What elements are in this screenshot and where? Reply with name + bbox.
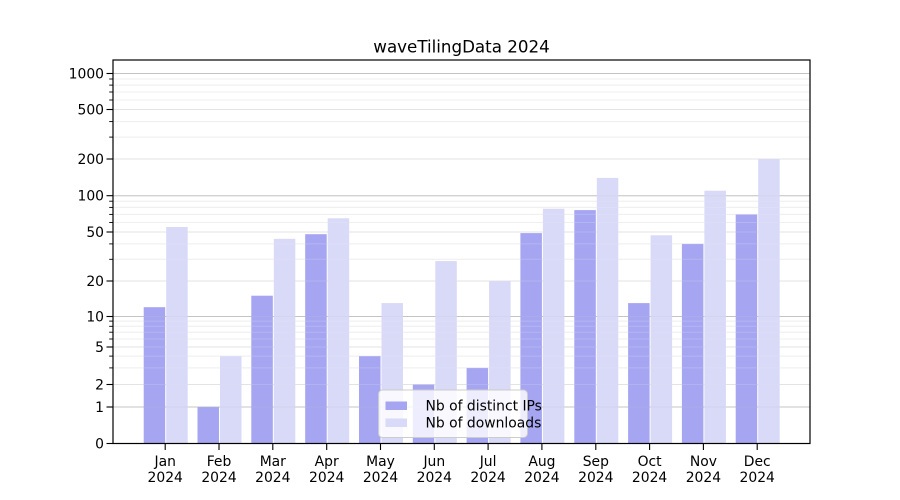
x-tick-label: Feb 2024 — [201, 454, 237, 486]
y-tick-label: 500 — [77, 102, 104, 118]
bar-distinct-ips — [735, 214, 758, 444]
x-tick-label: Nov 2024 — [686, 454, 722, 486]
bar-distinct-ips — [628, 303, 650, 444]
x-tick-label: Jan 2024 — [148, 454, 184, 486]
bar-downloads — [542, 208, 565, 444]
bar-downloads — [650, 235, 673, 444]
plot-border — [112, 59, 811, 445]
gridline-group — [113, 73, 810, 408]
x-tick-label: Sep 2024 — [578, 454, 614, 486]
legend-label-downloads: Nb of downloads — [426, 416, 542, 432]
x-tick-label: Mar 2024 — [255, 454, 291, 486]
bar-downloads — [220, 356, 242, 444]
y-tick-label: 2 — [95, 377, 104, 393]
bar-downloads — [758, 159, 780, 444]
bar-distinct-ips — [681, 243, 704, 444]
y-tick-label: 5 — [95, 340, 104, 356]
bar-distinct-ips — [574, 210, 596, 444]
y-tick-label: 10 — [86, 309, 104, 325]
bar-downloads — [327, 218, 350, 444]
bar-downloads — [273, 238, 296, 444]
y-tick-label: 200 — [77, 152, 104, 168]
legend-swatch-downloads — [385, 418, 407, 427]
bar-downloads — [596, 177, 619, 444]
legend-swatch-distinct-ips — [385, 401, 407, 410]
chart-title: waveTilingData 2024 — [373, 37, 549, 57]
x-tick-label: May 2024 — [363, 454, 399, 486]
bar-distinct-ips — [359, 356, 381, 444]
x-tick-label: Jun 2024 — [417, 454, 453, 486]
bar-distinct-ips — [143, 307, 166, 444]
y-tick-label: 20 — [86, 274, 104, 290]
legend-label-distinct-ips: Nb of distinct IPs — [426, 399, 542, 415]
x-tick-label: Apr 2024 — [309, 454, 345, 486]
bar-downloads — [704, 190, 726, 444]
legend-box — [378, 389, 528, 438]
bar-downloads — [166, 227, 188, 444]
y-tick-label: 1 — [95, 400, 104, 416]
bar-distinct-ips — [197, 407, 219, 444]
x-tick-label: Jul 2024 — [470, 454, 506, 486]
x-tick-label: Aug 2024 — [524, 454, 560, 486]
bar-distinct-ips — [305, 234, 327, 444]
y-tick-label: 50 — [86, 225, 104, 241]
bar-distinct-ips — [251, 295, 273, 444]
y-tick-label: 0 — [95, 436, 104, 452]
x-tick-label: Oct 2024 — [632, 454, 668, 486]
y-tick-label: 1000 — [69, 66, 104, 82]
x-tick-label: Dec 2024 — [740, 454, 776, 486]
y-tick-label: 100 — [77, 189, 104, 205]
